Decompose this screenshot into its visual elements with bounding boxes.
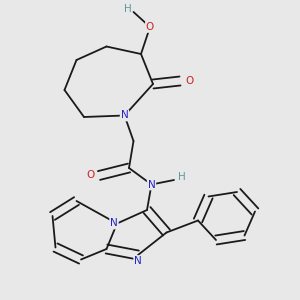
Text: N: N bbox=[110, 218, 118, 229]
Text: N: N bbox=[121, 110, 128, 121]
Text: O: O bbox=[185, 76, 193, 86]
Text: N: N bbox=[148, 179, 155, 190]
Text: O: O bbox=[146, 22, 154, 32]
Text: O: O bbox=[86, 170, 94, 181]
Text: H: H bbox=[124, 4, 131, 14]
Text: H: H bbox=[178, 172, 185, 182]
Text: N: N bbox=[134, 256, 142, 266]
